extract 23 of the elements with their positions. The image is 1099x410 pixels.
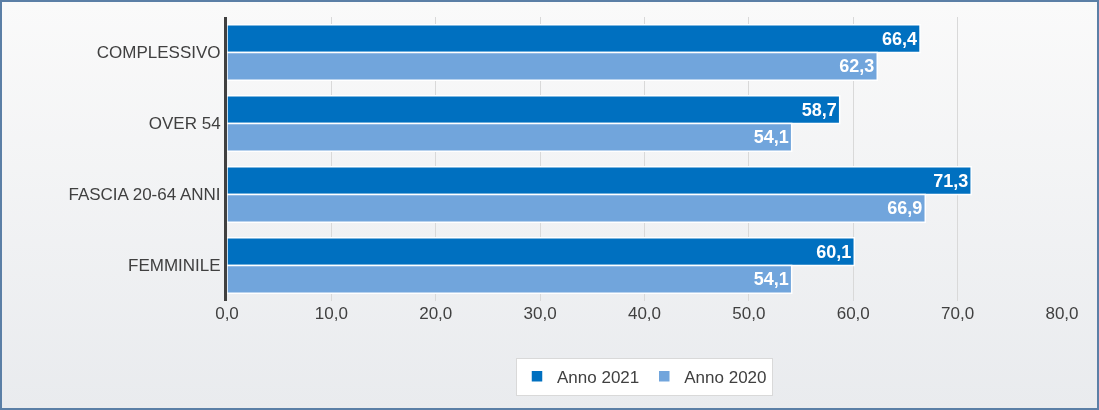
data-label: 54,1 — [753, 127, 789, 148]
y-tick-label: FASCIA 20-64 ANNI — [68, 185, 221, 205]
data-label: 54,1 — [753, 269, 789, 290]
legend-label: Anno 2021 — [557, 367, 640, 387]
data-label: 66,4 — [882, 28, 918, 49]
x-tick-label: 20,0 — [419, 304, 453, 323]
x-tick-label: 10,0 — [314, 304, 348, 323]
x-tick-label: 70,0 — [941, 304, 975, 323]
x-tick-label: 30,0 — [523, 304, 557, 323]
data-label: 60,1 — [816, 241, 852, 262]
x-tick-label: 40,0 — [627, 304, 662, 323]
y-tick-label: OVER 54 — [148, 114, 221, 134]
data-label: 71,3 — [933, 170, 969, 191]
x-tick-label: 80,0 — [1045, 304, 1079, 323]
y-tick-label: COMPLESSIVO — [96, 43, 221, 63]
y-tick-label: FEMMINILE — [128, 256, 221, 276]
data-label: 62,3 — [839, 56, 875, 77]
data-label: 66,9 — [887, 198, 923, 219]
x-tick-label: 0,0 — [215, 304, 239, 323]
x-tick-label: 50,0 — [732, 304, 766, 323]
data-label: 58,7 — [801, 99, 837, 120]
x-tick-label: 60,0 — [836, 304, 870, 323]
legend-label: Anno 2020 — [684, 367, 767, 387]
